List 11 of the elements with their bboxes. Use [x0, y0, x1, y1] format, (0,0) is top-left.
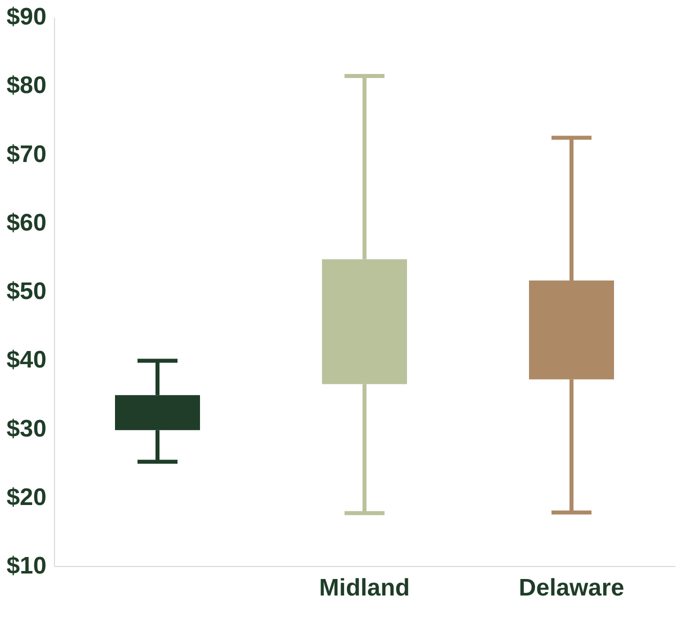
y-tick-label: $20	[6, 484, 46, 511]
y-tick-label: $80	[6, 72, 46, 100]
x-tick-label: Delaware	[518, 574, 624, 602]
y-tick-label: $90	[6, 4, 46, 30]
x-tick-label: Midland	[319, 574, 410, 602]
y-tick-label: $30	[6, 415, 46, 442]
y-tick-label: $60	[6, 209, 46, 236]
y-tick-label: $10	[6, 552, 46, 580]
y-tick-label: $70	[6, 140, 46, 168]
y-tick-label: $40	[6, 346, 46, 374]
y-tick-label: $50	[6, 278, 46, 305]
